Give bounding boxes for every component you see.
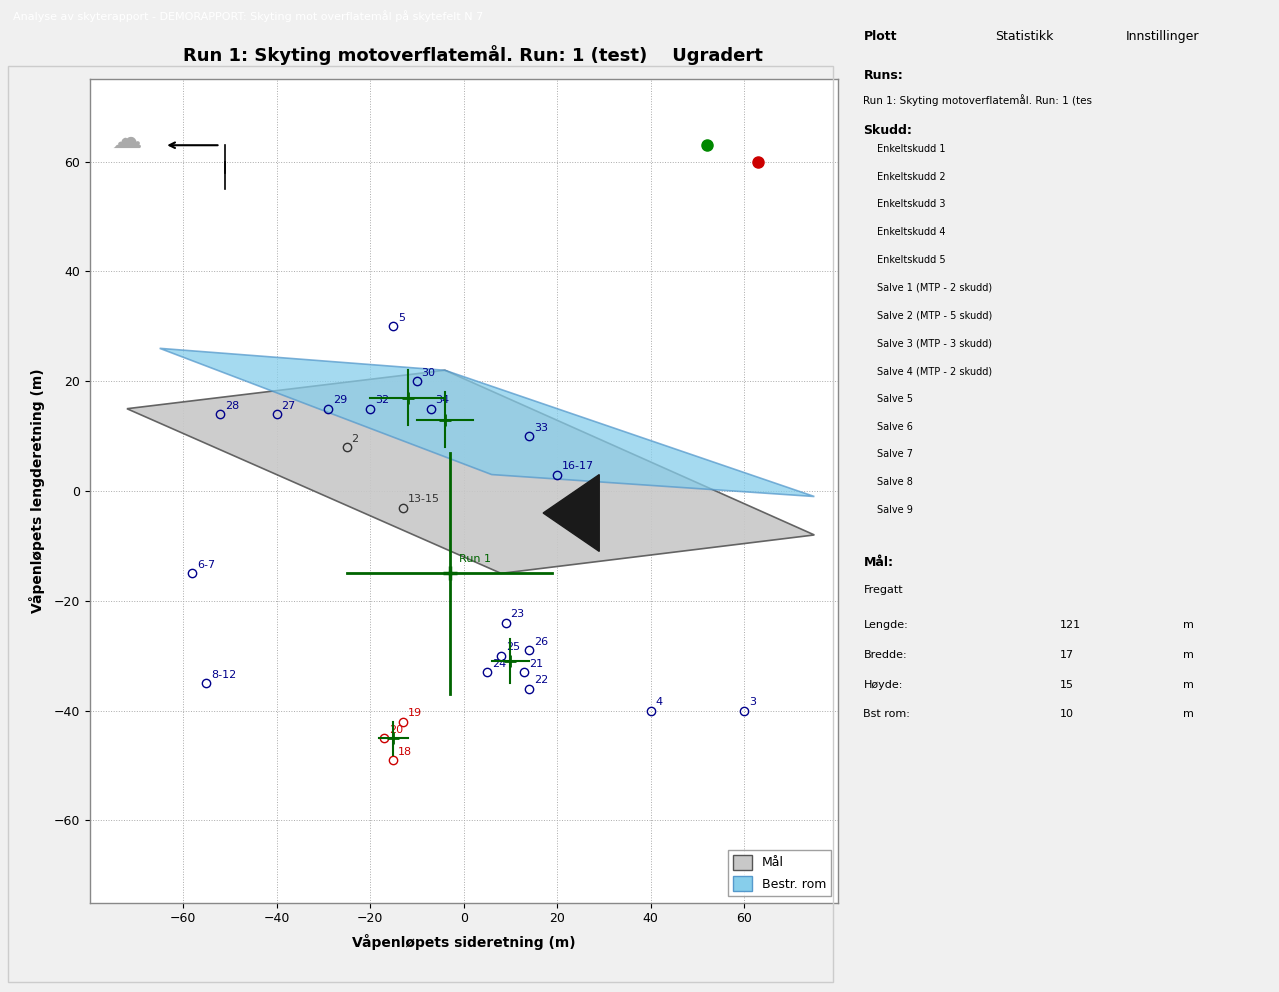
Text: Statistikk: Statistikk <box>995 30 1053 43</box>
Text: 28: 28 <box>225 401 239 411</box>
Text: Mål:: Mål: <box>863 556 894 568</box>
Text: Innstillinger: Innstillinger <box>1126 30 1200 43</box>
Polygon shape <box>127 370 815 573</box>
Text: Bst rom:: Bst rom: <box>863 709 911 719</box>
Polygon shape <box>544 474 600 552</box>
Text: 23: 23 <box>510 609 524 619</box>
Text: 20: 20 <box>389 724 403 734</box>
Text: 3: 3 <box>749 697 756 707</box>
Text: Run 1: Skyting motoverflatemål. Run: 1 (test)    Ugradert: Run 1: Skyting motoverflatemål. Run: 1 (… <box>183 45 764 64</box>
Text: Analyse av skyterapport - DEMORAPPORT: Skyting mot overflatemål på skytefelt N 7: Analyse av skyterapport - DEMORAPPORT: S… <box>13 10 483 23</box>
Text: Skudd:: Skudd: <box>863 124 912 137</box>
Text: Enkeltskudd 3: Enkeltskudd 3 <box>876 199 945 209</box>
Text: Enkeltskudd 5: Enkeltskudd 5 <box>876 255 945 265</box>
Text: Salve 9: Salve 9 <box>876 505 912 515</box>
Text: 22: 22 <box>533 676 547 685</box>
Text: Salve 2 (MTP - 5 skudd): Salve 2 (MTP - 5 skudd) <box>876 310 991 320</box>
Text: 2: 2 <box>352 434 358 443</box>
Polygon shape <box>160 348 815 497</box>
Text: Salve 6: Salve 6 <box>876 422 912 432</box>
Text: m: m <box>1183 709 1193 719</box>
Text: 4: 4 <box>655 697 663 707</box>
Text: 5: 5 <box>398 312 405 322</box>
Text: 33: 33 <box>533 423 547 433</box>
Text: 10: 10 <box>1060 709 1074 719</box>
Text: Run 1: Run 1 <box>459 555 491 564</box>
Text: Enkeltskudd 4: Enkeltskudd 4 <box>876 227 945 237</box>
Text: 16-17: 16-17 <box>561 461 593 471</box>
Legend: Mål, Bestr. rom: Mål, Bestr. rom <box>728 850 831 897</box>
Text: m: m <box>1183 620 1193 630</box>
Text: 21: 21 <box>530 659 544 669</box>
Text: 18: 18 <box>398 747 412 757</box>
Text: Høyde:: Høyde: <box>863 680 903 689</box>
Text: Plott: Plott <box>863 30 897 43</box>
Text: m: m <box>1183 650 1193 660</box>
Text: 121: 121 <box>1060 620 1082 630</box>
Text: 13-15: 13-15 <box>408 494 440 504</box>
Text: 17: 17 <box>1060 650 1074 660</box>
X-axis label: Våpenløpets sideretning (m): Våpenløpets sideretning (m) <box>352 933 576 949</box>
Text: 25: 25 <box>505 642 519 652</box>
Text: 8-12: 8-12 <box>211 670 237 680</box>
Text: Runs:: Runs: <box>863 69 903 82</box>
Text: Salve 5: Salve 5 <box>876 394 913 404</box>
Text: Run 1: Skyting motoverflatemål. Run: 1 (tes: Run 1: Skyting motoverflatemål. Run: 1 (… <box>863 94 1092 106</box>
Text: 29: 29 <box>333 395 347 405</box>
Text: 6-7: 6-7 <box>197 559 215 569</box>
Text: ☁: ☁ <box>111 125 142 154</box>
Text: Salve 8: Salve 8 <box>876 477 912 487</box>
Text: 27: 27 <box>281 401 295 411</box>
Text: Salve 3 (MTP - 3 skudd): Salve 3 (MTP - 3 skudd) <box>876 338 991 348</box>
Text: Bredde:: Bredde: <box>863 650 907 660</box>
Text: 30: 30 <box>422 368 436 378</box>
Text: 24: 24 <box>491 659 506 669</box>
Text: Salve 4 (MTP - 2 skudd): Salve 4 (MTP - 2 skudd) <box>876 366 991 376</box>
Text: 26: 26 <box>533 637 547 647</box>
Text: Fregatt: Fregatt <box>863 585 903 595</box>
Text: Enkeltskudd 2: Enkeltskudd 2 <box>876 172 945 182</box>
Text: 32: 32 <box>375 395 389 405</box>
Text: Salve 7: Salve 7 <box>876 449 913 459</box>
Text: 15: 15 <box>1060 680 1074 689</box>
Text: Enkeltskudd 1: Enkeltskudd 1 <box>876 144 945 154</box>
Text: 19: 19 <box>408 708 422 718</box>
Text: Salve 1 (MTP - 2 skudd): Salve 1 (MTP - 2 skudd) <box>876 283 991 293</box>
Text: m: m <box>1183 680 1193 689</box>
Text: 34: 34 <box>436 395 450 405</box>
Y-axis label: Våpenløpets lengderetning (m): Våpenløpets lengderetning (m) <box>29 369 45 613</box>
Text: Lengde:: Lengde: <box>863 620 908 630</box>
